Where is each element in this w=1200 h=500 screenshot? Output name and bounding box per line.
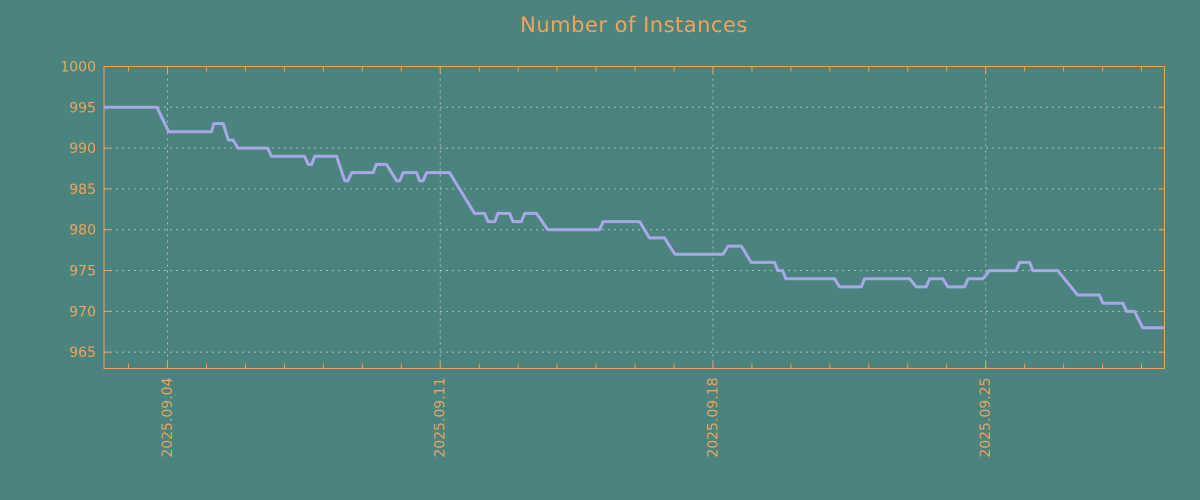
data-line-instances <box>104 105 1165 330</box>
x-axis-tick-label: 2025.09.11 <box>433 378 449 458</box>
y-axis-tick-label: 995 <box>69 100 96 116</box>
y-axis-tick-label: 990 <box>69 141 96 157</box>
x-axis-tick-label: 2025.09.18 <box>705 378 721 458</box>
y-axis-tick-label: 1000 <box>60 60 96 76</box>
y-axis-tick-label: 985 <box>69 182 96 198</box>
x-axis-tick-label: 2025.09.25 <box>978 378 994 458</box>
y-axis-tick-label: 970 <box>69 304 96 320</box>
x-axis-tick-label: 2025.09.04 <box>160 377 176 457</box>
y-axis-tick-label: 965 <box>69 345 96 361</box>
y-axis-tick-label: 980 <box>69 223 96 239</box>
chart-title: Number of Instances <box>520 13 748 37</box>
y-axis-tick-label: 975 <box>69 264 96 280</box>
plot-border <box>103 66 1165 369</box>
